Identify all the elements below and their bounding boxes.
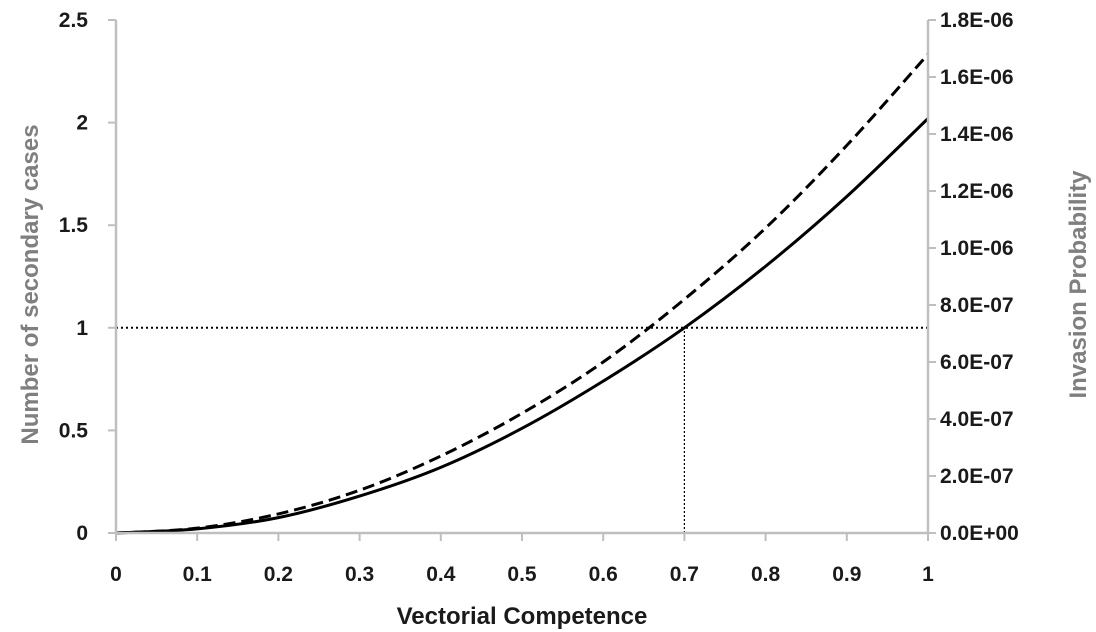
y2-tick-label: 0.0E+00	[940, 522, 1019, 545]
y-axis-title: Number of secondary cases	[17, 124, 44, 444]
axes	[114, 20, 930, 535]
y-tick-label: 1.5	[59, 214, 89, 237]
y-tick-label: 0.5	[59, 419, 89, 442]
y2-tick-label: 2.0E-07	[940, 465, 1014, 488]
tick-labels: 0 0.5 1 1.5 2 2.5 0.0E+00 2.0E-07 4.0E-07 6.0E-07…	[59, 9, 1019, 586]
y2-tick-label: 6.0E-07	[940, 351, 1014, 374]
x-tick-label: 0.5	[507, 563, 537, 586]
x-tick-label: 1	[922, 563, 934, 586]
x-tick-label: 0.4	[426, 563, 456, 586]
x-axis-title: Vectorial Competence	[397, 603, 648, 630]
y-tick-label: 2.5	[59, 9, 89, 32]
series-line-dashed	[115, 53, 930, 535]
x-tick-label: 0.2	[264, 563, 293, 586]
y2-tick-label: 8.0E-07	[940, 294, 1014, 317]
y2-tick-label: 1.4E-06	[940, 123, 1014, 146]
y2-axis-title: Invasion Probability	[1065, 170, 1092, 399]
y2-tick-label: 1.6E-06	[940, 66, 1014, 89]
y2-tick-label: 1.8E-06	[940, 9, 1014, 32]
x-tick-label: 0.3	[345, 563, 374, 586]
y-tick-label: 0	[76, 522, 88, 545]
x-tick-label: 0.6	[589, 563, 618, 586]
y2-tick-label: 1.0E-06	[940, 237, 1014, 260]
y2-tick-label: 1.2E-06	[940, 180, 1014, 203]
series-layer	[115, 53, 930, 535]
series-line-solid	[115, 117, 930, 535]
x-tick-label: 0.8	[751, 563, 781, 586]
y2-tick-label: 4.0E-07	[940, 408, 1014, 431]
x-tick-label: 0.9	[832, 563, 861, 586]
y-tick-label: 1	[76, 317, 88, 340]
x-tick-label: 0	[110, 563, 122, 586]
reference-lines	[116, 326, 928, 533]
y-tick-label: 2	[76, 112, 88, 135]
x-tick-label: 0.1	[183, 563, 213, 586]
x-tick-label: 0.7	[670, 563, 699, 586]
